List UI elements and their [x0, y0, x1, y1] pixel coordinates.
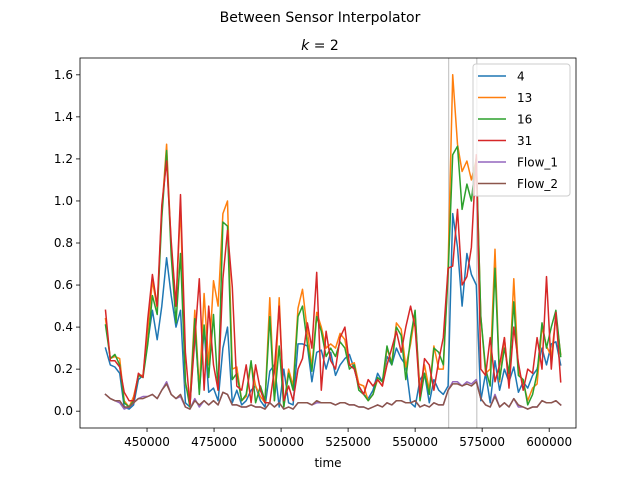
y-tick-label: 1.0	[54, 194, 73, 208]
legend-label-31: 31	[517, 134, 532, 148]
y-tick-label: 0.0	[54, 404, 73, 418]
y-axis: 0.0 0.2 0.4 0.6 0.8 1.0 1.2 1.4 1.6	[54, 68, 80, 418]
x-tick-label: 575000	[459, 435, 505, 449]
y-tick-label: 0.2	[54, 362, 73, 376]
y-tick-label: 1.4	[54, 110, 73, 124]
y-tick-label: 0.8	[54, 236, 73, 250]
series-line-31	[104, 153, 562, 406]
x-tick-label: 500000	[258, 435, 304, 449]
x-tick-label: 550000	[392, 435, 438, 449]
chart-suptitle: Between Sensor Interpolator	[220, 10, 421, 26]
series-lines	[104, 74, 562, 410]
x-axis: 450000 475000 500000 525000 550000 575000 6000…	[124, 428, 572, 449]
x-tick-label: 475000	[191, 435, 237, 449]
y-tick-label: 1.6	[54, 68, 73, 82]
y-tick-label: 1.2	[54, 152, 73, 166]
series-line-16	[104, 145, 562, 408]
legend-label-16: 16	[517, 113, 532, 127]
x-tick-label: 450000	[124, 435, 170, 449]
y-tick-label: 0.4	[54, 320, 73, 334]
legend-label-flow-2: Flow_2	[517, 177, 558, 191]
legend-label-13: 13	[517, 91, 532, 105]
x-tick-label: 600000	[526, 435, 572, 449]
legend: 4 13 16 31 Flow_1 Flow_2	[472, 63, 571, 197]
x-tick-label: 525000	[325, 435, 371, 449]
legend-label-4: 4	[517, 70, 525, 84]
series-line-flow-2	[104, 381, 562, 410]
x-axis-label: time	[314, 456, 341, 470]
chart-title: k = 2	[301, 38, 339, 54]
legend-label-flow-1: Flow_1	[517, 156, 558, 170]
y-tick-label: 0.6	[54, 278, 73, 292]
